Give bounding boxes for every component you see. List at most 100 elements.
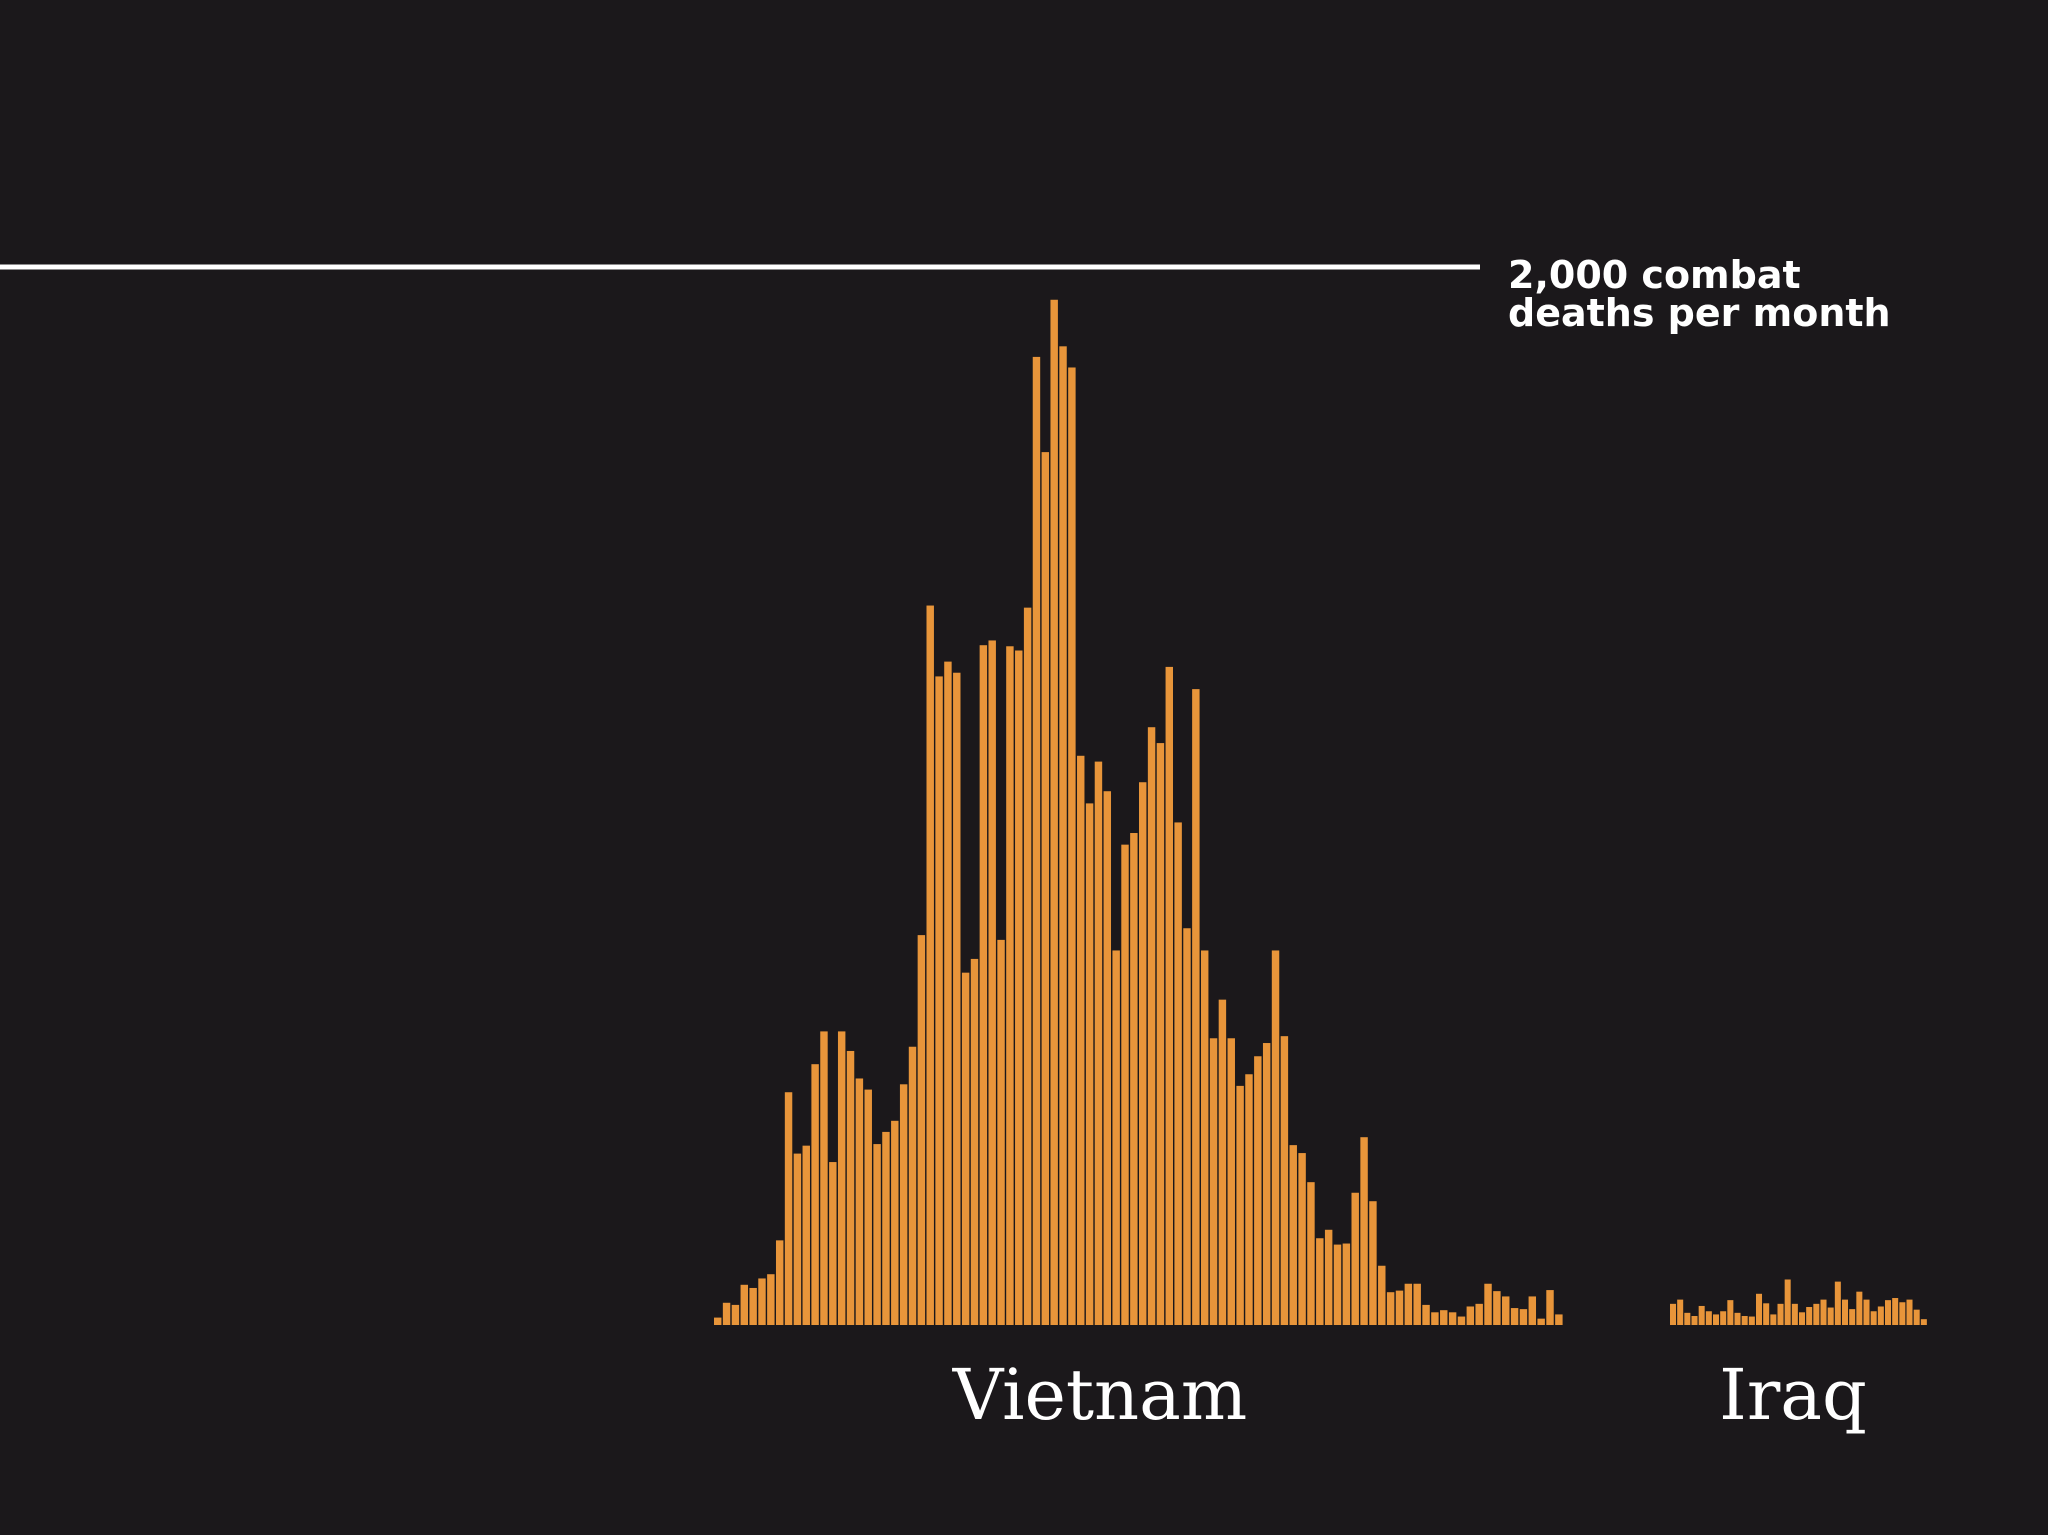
bar-vietnam-51 bbox=[1156, 743, 1165, 1325]
group-label-iraq: Iraq bbox=[1719, 1354, 1867, 1436]
bar-iraq-29 bbox=[1870, 1311, 1877, 1325]
bar-vietnam-31 bbox=[979, 645, 988, 1325]
bar-iraq-30 bbox=[1877, 1306, 1884, 1325]
bars bbox=[714, 299, 1927, 1326]
bar-vietnam-36 bbox=[1023, 607, 1032, 1325]
bar-vietnam-91 bbox=[1510, 1308, 1519, 1325]
bar-vietnam-55 bbox=[1192, 689, 1200, 1325]
bar-vietnam-85 bbox=[1457, 1316, 1466, 1325]
bar-vietnam-38 bbox=[1041, 452, 1050, 1325]
bar-vietnam-27 bbox=[944, 661, 952, 1325]
bar-vietnam-20 bbox=[882, 1131, 890, 1325]
bar-vietnam-84 bbox=[1448, 1312, 1457, 1325]
bar-vietnam-86 bbox=[1466, 1306, 1475, 1325]
bar-iraq-6 bbox=[1705, 1311, 1712, 1325]
bar-vietnam-70 bbox=[1324, 1229, 1333, 1325]
bar-vietnam-72 bbox=[1342, 1243, 1351, 1325]
bar-vietnam-76 bbox=[1378, 1265, 1386, 1325]
bar-vietnam-2 bbox=[722, 1302, 731, 1325]
bar-iraq-27 bbox=[1856, 1291, 1863, 1325]
bar-iraq-24 bbox=[1834, 1281, 1841, 1325]
bar-vietnam-83 bbox=[1440, 1310, 1448, 1325]
bar-vietnam-75 bbox=[1369, 1201, 1377, 1325]
bar-iraq-19 bbox=[1799, 1312, 1806, 1325]
bar-iraq-8 bbox=[1720, 1311, 1727, 1325]
bar-vietnam-34 bbox=[1006, 646, 1014, 1325]
bar-iraq-13 bbox=[1756, 1293, 1763, 1325]
bar-vietnam-82 bbox=[1431, 1312, 1439, 1325]
bar-iraq-7 bbox=[1713, 1314, 1720, 1325]
bar-vietnam-16 bbox=[846, 1050, 855, 1325]
bar-vietnam-96 bbox=[1555, 1314, 1563, 1325]
bar-vietnam-80 bbox=[1413, 1283, 1421, 1325]
bar-vietnam-14 bbox=[829, 1162, 837, 1325]
bar-vietnam-67 bbox=[1298, 1153, 1306, 1325]
bar-vietnam-59 bbox=[1227, 1038, 1235, 1325]
bar-vietnam-33 bbox=[997, 939, 1005, 1326]
bar-vietnam-29 bbox=[961, 972, 970, 1325]
bar-vietnam-3 bbox=[731, 1304, 740, 1325]
bar-vietnam-93 bbox=[1528, 1296, 1537, 1325]
bar-vietnam-88 bbox=[1484, 1283, 1492, 1325]
bar-vietnam-8 bbox=[775, 1240, 784, 1325]
bar-vietnam-18 bbox=[864, 1089, 872, 1325]
group-label-vietnam: Vietnam bbox=[952, 1354, 1247, 1436]
bar-vietnam-44 bbox=[1094, 761, 1103, 1325]
bar-vietnam-62 bbox=[1254, 1056, 1262, 1325]
bar-vietnam-37 bbox=[1032, 356, 1041, 1325]
bar-vietnam-90 bbox=[1502, 1296, 1510, 1325]
bar-vietnam-39 bbox=[1050, 299, 1058, 1325]
bar-vietnam-15 bbox=[837, 1031, 846, 1325]
bar-vietnam-64 bbox=[1271, 950, 1280, 1325]
bar-iraq-9 bbox=[1727, 1300, 1734, 1325]
bar-vietnam-24 bbox=[917, 935, 926, 1325]
bar-vietnam-60 bbox=[1236, 1085, 1244, 1325]
bar-iraq-15 bbox=[1770, 1314, 1777, 1325]
bar-vietnam-22 bbox=[899, 1084, 908, 1325]
bar-vietnam-66 bbox=[1289, 1145, 1297, 1325]
bar-iraq-21 bbox=[1813, 1303, 1820, 1325]
bar-vietnam-65 bbox=[1280, 1036, 1289, 1325]
reference-line-label-1: 2,000 combat bbox=[1508, 253, 1801, 297]
bar-vietnam-92 bbox=[1519, 1309, 1528, 1325]
bar-vietnam-57 bbox=[1209, 1038, 1218, 1325]
bar-iraq-18 bbox=[1791, 1303, 1798, 1325]
bar-vietnam-53 bbox=[1174, 822, 1182, 1325]
bar-vietnam-7 bbox=[767, 1274, 775, 1325]
bar-iraq-20 bbox=[1806, 1307, 1813, 1325]
bar-vietnam-19 bbox=[873, 1144, 881, 1325]
bar-iraq-28 bbox=[1863, 1299, 1870, 1325]
bar-vietnam-23 bbox=[908, 1046, 917, 1325]
bar-vietnam-54 bbox=[1183, 928, 1191, 1325]
bar-vietnam-28 bbox=[953, 672, 961, 1325]
bar-vietnam-78 bbox=[1395, 1290, 1404, 1325]
bar-vietnam-21 bbox=[891, 1120, 899, 1325]
bar-iraq-31 bbox=[1885, 1300, 1892, 1325]
bar-iraq-14 bbox=[1763, 1303, 1770, 1325]
bar-iraq-32 bbox=[1892, 1298, 1899, 1325]
bar-vietnam-74 bbox=[1360, 1137, 1368, 1325]
bar-vietnam-94 bbox=[1537, 1318, 1545, 1325]
bar-vietnam-10 bbox=[793, 1153, 802, 1325]
bar-vietnam-40 bbox=[1059, 346, 1067, 1325]
bar-iraq-33 bbox=[1899, 1302, 1906, 1325]
bar-iraq-1 bbox=[1670, 1303, 1677, 1325]
bar-vietnam-1 bbox=[714, 1317, 722, 1325]
bar-vietnam-17 bbox=[855, 1078, 864, 1325]
bar-vietnam-48 bbox=[1130, 833, 1138, 1325]
bar-vietnam-6 bbox=[758, 1278, 766, 1325]
bar-vietnam-45 bbox=[1103, 791, 1112, 1325]
bar-vietnam-35 bbox=[1015, 650, 1023, 1325]
bar-vietnam-9 bbox=[784, 1092, 793, 1325]
bar-vietnam-81 bbox=[1422, 1304, 1430, 1325]
bar-iraq-25 bbox=[1842, 1299, 1849, 1325]
bar-vietnam-61 bbox=[1245, 1074, 1253, 1325]
bar-iraq-4 bbox=[1691, 1316, 1698, 1325]
bar-vietnam-32 bbox=[988, 640, 996, 1325]
bar-vietnam-11 bbox=[802, 1145, 810, 1325]
bar-iraq-26 bbox=[1849, 1309, 1856, 1325]
bar-vietnam-68 bbox=[1307, 1182, 1315, 1325]
bar-vietnam-56 bbox=[1200, 950, 1209, 1325]
bar-vietnam-73 bbox=[1351, 1192, 1359, 1325]
